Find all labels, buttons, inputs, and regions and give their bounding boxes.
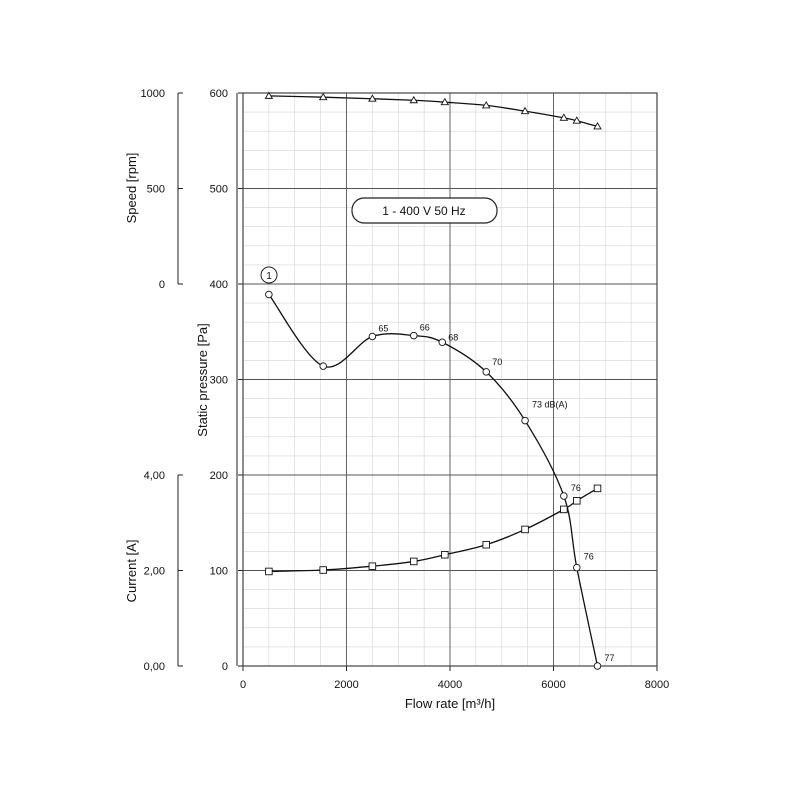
plot-frame xyxy=(242,92,658,667)
current-point xyxy=(560,505,568,514)
noise-level-label: 77 xyxy=(604,653,614,663)
speed-tick-label: 1000 xyxy=(141,88,165,100)
speed-point xyxy=(520,106,530,115)
noise-level-label: 76 xyxy=(584,552,594,562)
current-point xyxy=(368,562,377,570)
speed-point xyxy=(559,113,569,121)
noise-level-label: 73 dB(A) xyxy=(532,400,568,410)
speed-point xyxy=(440,97,450,106)
current-point xyxy=(441,550,449,559)
speed-point xyxy=(409,95,419,104)
x-tick-label: 4000 xyxy=(438,679,462,691)
pressure-point xyxy=(265,290,273,299)
current-tick-label: 4,00 xyxy=(144,470,165,482)
speed-point xyxy=(593,122,602,130)
pressure-point xyxy=(593,662,602,670)
current-point xyxy=(319,566,327,574)
current-point xyxy=(410,557,418,566)
chart-title: 1 - 400 V 50 Hz xyxy=(382,204,465,218)
noise-level-label: 65 xyxy=(378,324,388,334)
speed-point xyxy=(318,92,328,101)
pressure-curve xyxy=(268,294,599,667)
pressure-point xyxy=(573,563,581,572)
labels-layer: 0 2000 4000 6000 800001002003004005006000500… xyxy=(141,88,670,691)
pressure-point xyxy=(319,362,327,370)
current-tick-label: 2,00 xyxy=(144,566,165,578)
noise-level-label: 76 xyxy=(571,483,581,493)
pressure-tick-label: 400 xyxy=(210,279,228,291)
curve-marker-circle xyxy=(260,266,278,284)
curve-marker-label: 1 xyxy=(266,271,272,282)
x-tick-label: 6000 xyxy=(541,679,565,691)
noise-level-label: 70 xyxy=(492,357,502,367)
speed-tick-label: 0 xyxy=(159,279,165,291)
pressure-tick-label: 200 xyxy=(210,470,228,482)
axes xyxy=(177,92,658,671)
speed-tick-label: 500 xyxy=(147,184,165,196)
noise-level-label: 66 xyxy=(420,323,430,333)
current-point xyxy=(573,497,581,505)
pressure-point xyxy=(410,331,418,340)
current-curve xyxy=(268,487,598,573)
series-layer xyxy=(264,91,602,670)
speed-point xyxy=(481,101,491,109)
speed-point xyxy=(572,116,582,124)
pressure-point xyxy=(368,332,377,341)
current-tick-label: 0,00 xyxy=(144,661,165,673)
x-tick-label: 2000 xyxy=(334,679,358,691)
speed-point xyxy=(368,94,377,102)
title-badge xyxy=(351,197,498,224)
x-axis-title: Flow rate [m³/h] xyxy=(405,696,495,711)
pressure-tick-label: 0 xyxy=(222,661,228,673)
pressure-point xyxy=(521,416,529,425)
pressure-tick-label: 600 xyxy=(210,88,228,100)
pressure-tick-label: 300 xyxy=(210,375,228,387)
current-point xyxy=(265,567,273,576)
pressure-axis-title: Static pressure [Pa] xyxy=(195,323,210,436)
pressure-tick-label: 100 xyxy=(210,566,228,578)
x-tick-label: 0 xyxy=(240,679,246,691)
speed-axis-title: Speed [rpm] xyxy=(124,153,139,224)
current-axis-title: Current [A] xyxy=(124,540,139,603)
speed-point xyxy=(264,91,274,99)
current-point xyxy=(521,525,529,534)
pressure-point xyxy=(482,368,490,376)
current-point xyxy=(593,484,602,493)
pressure-point xyxy=(560,492,568,500)
speed-curve xyxy=(268,95,598,128)
x-tick-label: 8000 xyxy=(645,679,669,691)
noise-level-label: 68 xyxy=(448,332,458,342)
pressure-tick-label: 500 xyxy=(210,184,228,196)
current-point xyxy=(482,540,490,549)
pressure-point xyxy=(438,338,446,347)
